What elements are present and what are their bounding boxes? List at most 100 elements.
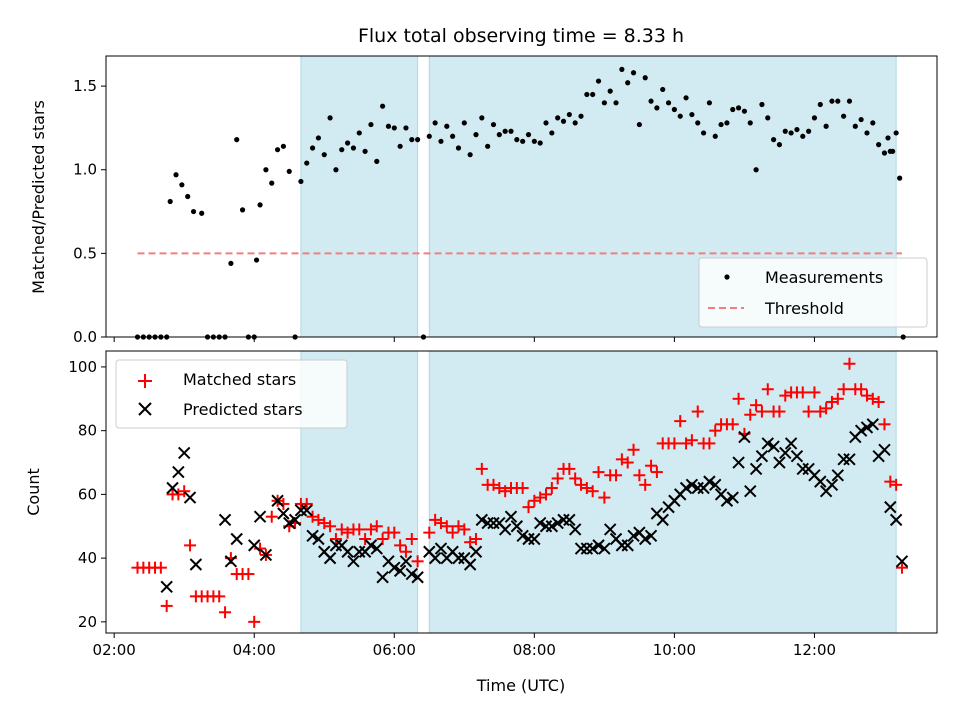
predicted-star-point [761,437,774,450]
predicted-star-point [271,494,284,507]
measurement-point [759,101,765,108]
predicted-star-point [405,567,418,581]
predicted-star-point [889,513,903,527]
predicted-star-point [703,475,716,488]
measurement-point [566,111,572,118]
bottom-y-axis-label: Count [24,468,43,516]
predicted-star-point [592,539,605,552]
bottom-x-tick-label: 08:00 [513,641,556,659]
matched-star-point [440,520,453,533]
predicted-star-point [487,516,500,530]
matched-star-point [668,437,681,450]
matched-star-point [639,478,652,491]
matched-star-point [837,383,850,396]
legend-threshold-label: Threshold [764,299,844,318]
measurement-point [450,133,456,139]
measurement-point [864,130,870,136]
measurement-point [747,120,753,126]
measurement-point [362,148,368,154]
matched-star-point [750,399,763,412]
top-y-axis-label: Matched/Predicted stars [29,100,48,294]
predicted-star-point [837,453,850,466]
matched-star-point [178,485,191,498]
predicted-star-point [428,551,442,565]
measurement-point [385,123,392,129]
predicted-star-point [773,456,786,469]
measurement-point [782,128,788,134]
predicted-star-point [598,542,611,555]
measurement-point [344,140,351,146]
measurement-point [885,135,891,141]
measurement-point [753,167,759,173]
measurement-point [648,98,654,104]
bottom-y-tick-label: 80 [78,422,97,440]
matched-star-point [796,386,809,399]
top-plot-frame [105,55,938,338]
measurement-point [706,100,713,106]
predicted-star-point [224,555,238,568]
legend-measurements-marker [724,274,730,280]
chart-title: Flux total observing time = 8.33 h [358,25,684,47]
predicted-star-point [814,475,827,488]
predicted-star-point [755,449,769,463]
predicted-star-point [498,523,512,536]
measurement-point [496,132,502,138]
predicted-star-point [895,555,909,568]
predicted-star-point [878,443,891,456]
predicted-star-point [504,510,518,523]
measurement-point [339,147,345,153]
measurement-point [228,260,234,267]
predicted-star-point [843,453,856,466]
predicted-star-point [166,481,179,495]
measurement-point [350,145,357,151]
measurement-point [771,137,777,143]
matched-star-point [674,415,687,428]
legend-predicted-marker [138,402,152,416]
matched-star-point [551,472,564,485]
predicted-star-point [248,539,261,552]
measurement-point [514,137,520,143]
measurement-point [890,148,896,154]
top-shaded-interval [300,55,419,338]
matched-star-point [540,488,553,501]
measurement-point [239,207,246,213]
measurement-point [234,137,240,143]
predicted-star-point [388,561,401,574]
predicted-star-point [172,465,185,479]
predicted-star-point [370,542,383,555]
predicted-star-point [627,529,640,543]
matched-star-point [370,520,383,533]
x-axis-label: Time (UTC) [476,676,565,695]
matched-star-point [802,405,815,418]
top-y-tick-label: 1.5 [73,77,97,95]
measurement-point [665,100,672,106]
measurement-point [185,193,191,200]
bottom-x-ticks: 02:00 04:00 06:00 08:00 10:00 12:00 [93,633,836,659]
measurement-point [689,111,695,118]
predicted-star-point [656,513,669,527]
measurement-point [467,152,473,158]
measurement-point [590,91,596,98]
matched-star-point [732,392,745,405]
predicted-star-point [644,529,658,543]
measurement-point [179,182,185,188]
measurement-point [613,100,619,106]
predicted-star-point [300,504,313,517]
predicted-star-point [283,516,296,530]
matched-star-point [376,533,389,545]
matched-star-point [709,424,722,437]
matched-star-point [242,568,255,581]
predicted-star-point [749,462,763,476]
bottom-x-tick-label: 06:00 [373,641,416,659]
bottom-y-tick-label: 60 [78,485,97,503]
measurement-point [858,116,864,123]
predicted-star-point [580,542,594,555]
predicted-star-point [218,513,232,527]
predicted-star-point [481,516,494,530]
measurement-point [520,138,526,144]
matched-star-point [184,539,197,552]
measurement-point [835,98,841,104]
predicted-star-point [574,542,588,555]
legend-matched-marker [138,374,152,388]
bottom-plot-frame [105,350,938,634]
